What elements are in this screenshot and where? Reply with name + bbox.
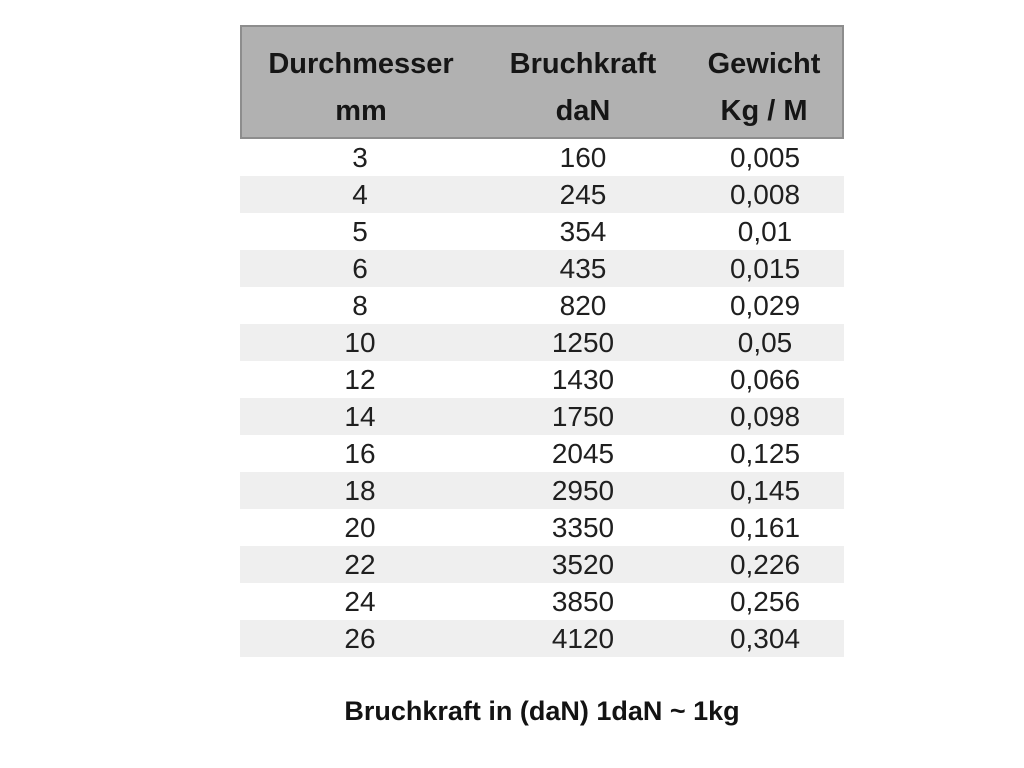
cell-bruchkraft: 245 [559, 178, 607, 210]
cell-durchmesser: 16 [344, 437, 376, 469]
cell-durchmesser: 12 [344, 363, 376, 395]
table-header: Durchmesser Bruchkraft Gewicht mm daN Kg… [240, 25, 844, 139]
table-caption: Bruchkraft in (daN) 1daN ~ 1kg [344, 696, 740, 726]
table-row: 10 1250 0,05 [240, 324, 844, 361]
cell-bruchkraft: 435 [559, 252, 607, 284]
table-row: 20 3350 0,161 [240, 509, 844, 546]
table-body: 3 160 0,005 4 245 0,008 5 354 0,01 6 435… [240, 139, 844, 657]
cell-gewicht: 0,066 [729, 363, 801, 395]
cell-durchmesser: 24 [344, 585, 376, 617]
table-row: 8 820 0,029 [240, 287, 844, 324]
cell-durchmesser: 10 [344, 326, 376, 358]
column-header-bruchkraft: Bruchkraft [509, 48, 657, 80]
cell-durchmesser: 4 [352, 178, 368, 210]
column-header-durchmesser: Durchmesser [268, 48, 454, 80]
cell-gewicht: 0,256 [729, 585, 801, 617]
cell-bruchkraft: 1750 [551, 400, 615, 432]
cell-bruchkraft: 354 [559, 215, 607, 247]
cell-gewicht: 0,01 [737, 215, 793, 247]
cell-durchmesser: 20 [344, 511, 376, 543]
cell-bruchkraft: 3520 [551, 548, 615, 580]
table-row: 22 3520 0,226 [240, 546, 844, 583]
table-row: 14 1750 0,098 [240, 398, 844, 435]
cell-gewicht: 0,008 [729, 178, 801, 210]
table-row: 24 3850 0,256 [240, 583, 844, 620]
cell-bruchkraft: 1250 [551, 326, 615, 358]
cell-gewicht: 0,226 [729, 548, 801, 580]
cell-bruchkraft: 2950 [551, 474, 615, 506]
cell-durchmesser: 8 [352, 289, 368, 321]
cell-gewicht: 0,125 [729, 437, 801, 469]
column-unit-kg-m: Kg / M [720, 95, 808, 127]
cell-bruchkraft: 3850 [551, 585, 615, 617]
cell-bruchkraft: 1430 [551, 363, 615, 395]
strength-table: Durchmesser Bruchkraft Gewicht mm daN Kg… [240, 25, 844, 657]
cell-gewicht: 0,029 [729, 289, 801, 321]
table-row: 4 245 0,008 [240, 176, 844, 213]
cell-durchmesser: 18 [344, 474, 376, 506]
table-row: 5 354 0,01 [240, 213, 844, 250]
cell-gewicht: 0,098 [729, 400, 801, 432]
cell-gewicht: 0,145 [729, 474, 801, 506]
table-row: 3 160 0,005 [240, 139, 844, 176]
cell-bruchkraft: 4120 [551, 622, 615, 654]
cell-bruchkraft: 2045 [551, 437, 615, 469]
cell-gewicht: 0,161 [729, 511, 801, 543]
table-row: 18 2950 0,145 [240, 472, 844, 509]
cell-gewicht: 0,005 [729, 141, 801, 173]
cell-durchmesser: 5 [352, 215, 368, 247]
table-row: 16 2045 0,125 [240, 435, 844, 472]
table-row: 6 435 0,015 [240, 250, 844, 287]
table-row: 26 4120 0,304 [240, 620, 844, 657]
cell-durchmesser: 3 [352, 141, 368, 173]
cell-bruchkraft: 3350 [551, 511, 615, 543]
cell-durchmesser: 26 [344, 622, 376, 654]
cell-durchmesser: 14 [344, 400, 376, 432]
cell-gewicht: 0,304 [729, 622, 801, 654]
cell-durchmesser: 6 [352, 252, 368, 284]
cell-gewicht: 0,05 [737, 326, 793, 358]
column-unit-dan: daN [555, 95, 611, 127]
column-header-gewicht: Gewicht [707, 48, 821, 80]
column-unit-mm: mm [335, 95, 387, 127]
cell-bruchkraft: 820 [559, 289, 607, 321]
table-row: 12 1430 0,066 [240, 361, 844, 398]
cell-gewicht: 0,015 [729, 252, 801, 284]
cell-bruchkraft: 160 [559, 141, 607, 173]
cell-durchmesser: 22 [344, 548, 376, 580]
